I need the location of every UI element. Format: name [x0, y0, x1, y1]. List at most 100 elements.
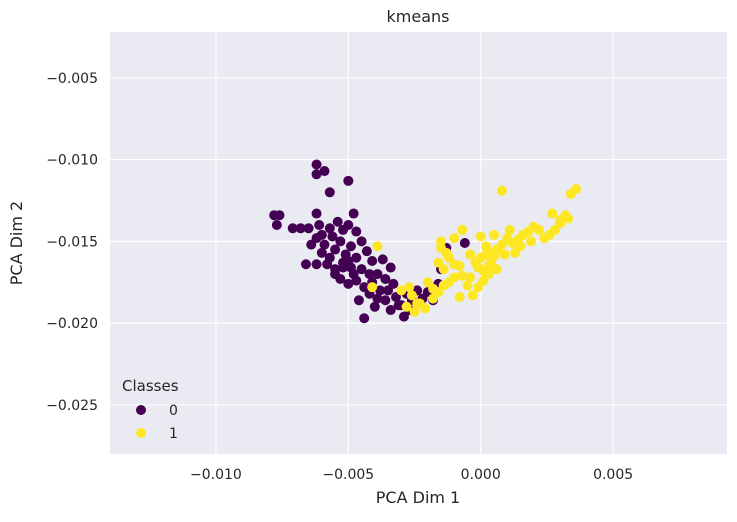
data-point-class-1: [462, 280, 473, 291]
data-point-class-0: [359, 313, 370, 324]
data-point-class-1: [475, 231, 486, 242]
data-point-class-0: [372, 293, 383, 304]
data-point-class-0: [367, 255, 378, 266]
data-point-class-0: [343, 175, 354, 186]
data-point-class-0: [361, 246, 372, 257]
x-tick-label: 0.000: [461, 467, 501, 483]
x-tick-label: −0.005: [322, 467, 374, 483]
data-point-class-0: [351, 275, 362, 286]
data-points: [269, 159, 582, 324]
data-point-class-1: [547, 208, 558, 219]
data-point-class-1: [499, 249, 510, 260]
legend-marker-1: [136, 428, 146, 438]
data-point-class-1: [483, 260, 494, 271]
y-tick-label: −0.010: [46, 153, 98, 169]
data-point-class-0: [380, 273, 391, 284]
chart-title: kmeans: [387, 7, 450, 26]
data-point-class-0: [316, 247, 327, 258]
data-point-class-1: [367, 282, 378, 293]
data-point-class-1: [401, 301, 412, 312]
data-point-class-0: [295, 223, 306, 234]
data-point-class-0: [348, 208, 359, 219]
data-point-class-1: [412, 298, 423, 309]
data-point-class-0: [314, 220, 325, 231]
data-point-class-0: [388, 278, 399, 289]
data-point-class-1: [555, 215, 566, 226]
data-point-class-0: [327, 231, 338, 242]
data-point-class-0: [322, 259, 333, 270]
legend-label-0: 0: [169, 403, 178, 419]
data-point-class-0: [372, 269, 383, 280]
data-point-class-0: [274, 210, 285, 221]
data-point-class-0: [351, 252, 362, 263]
data-point-class-0: [345, 262, 356, 273]
data-point-class-0: [271, 220, 282, 231]
y-tick-label: −0.015: [46, 234, 98, 250]
data-point-class-0: [332, 216, 343, 227]
x-tick-label: −0.010: [190, 467, 242, 483]
data-point-class-1: [428, 283, 439, 294]
data-point-class-0: [311, 259, 322, 270]
data-point-class-1: [420, 303, 431, 314]
data-point-class-1: [473, 262, 484, 273]
data-point-class-0: [330, 244, 341, 255]
data-point-class-0: [385, 305, 396, 316]
data-point-class-0: [351, 226, 362, 237]
data-point-class-1: [491, 264, 502, 275]
data-point-class-0: [319, 166, 330, 177]
data-point-class-1: [488, 229, 499, 240]
data-point-class-0: [393, 300, 404, 311]
data-point-class-0: [311, 169, 322, 180]
legend-title: Classes: [122, 377, 179, 395]
data-point-class-0: [324, 223, 335, 234]
y-axis-label: PCA Dim 2: [7, 201, 26, 285]
data-point-class-0: [319, 239, 330, 250]
data-point-class-0: [287, 223, 298, 234]
y-tick-label: −0.005: [46, 71, 98, 87]
legend-marker-0: [136, 405, 146, 415]
data-point-class-0: [377, 254, 388, 265]
data-point-class-1: [441, 247, 452, 258]
data-point-class-1: [465, 249, 476, 260]
y-tick-label: −0.025: [46, 398, 98, 414]
data-point-class-1: [533, 224, 544, 235]
data-point-class-1: [454, 260, 465, 271]
x-tick-labels: −0.010 −0.005 0.000 0.005: [190, 467, 633, 483]
data-point-class-0: [380, 295, 391, 306]
data-point-class-0: [459, 238, 470, 248]
data-point-class-0: [338, 257, 349, 268]
data-point-class-1: [436, 236, 447, 247]
x-axis-label: PCA Dim 1: [376, 488, 460, 507]
data-point-class-1: [454, 291, 465, 302]
data-point-class-1: [404, 282, 415, 293]
data-point-class-1: [563, 213, 574, 224]
data-point-class-1: [433, 257, 444, 268]
data-point-class-1: [449, 233, 460, 244]
data-point-class-0: [330, 269, 341, 280]
data-point-class-1: [457, 270, 468, 281]
data-point-class-1: [409, 306, 420, 317]
data-point-class-0: [385, 262, 396, 273]
data-point-class-1: [504, 224, 515, 235]
data-point-class-1: [526, 236, 537, 247]
data-point-class-0: [353, 295, 364, 306]
x-tick-label: 0.005: [593, 467, 633, 483]
data-point-class-1: [396, 285, 407, 296]
data-point-class-0: [364, 269, 375, 280]
legend: Classes 0 1: [122, 377, 179, 442]
data-point-class-1: [372, 241, 383, 252]
data-point-class-0: [335, 236, 346, 247]
data-point-class-0: [343, 278, 354, 289]
y-tick-label: −0.020: [46, 316, 98, 332]
legend-label-1: 1: [169, 426, 178, 442]
data-point-class-0: [303, 223, 314, 234]
data-point-class-0: [306, 239, 317, 250]
data-point-class-0: [300, 259, 311, 270]
data-point-class-0: [369, 301, 380, 312]
data-point-class-1: [496, 185, 507, 196]
data-point-class-0: [375, 285, 386, 296]
data-point-class-0: [356, 236, 367, 247]
data-point-class-0: [311, 208, 322, 219]
y-tick-labels: −0.005 −0.010 −0.015 −0.020 −0.025: [46, 71, 98, 414]
